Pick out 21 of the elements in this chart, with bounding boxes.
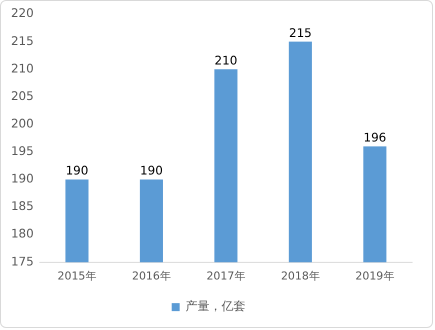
legend-label: 产量，亿套 — [186, 299, 246, 314]
y-tick-label: 180 — [10, 226, 34, 241]
x-tick-label: 2016年 — [132, 270, 171, 283]
y-tick-label: 185 — [10, 199, 34, 214]
y-tick-label: 215 — [10, 34, 34, 48]
y-tick-label: 205 — [10, 88, 34, 103]
data-label: 210 — [214, 53, 238, 68]
data-label: 190 — [140, 164, 163, 178]
y-tick-label: 220 — [10, 6, 34, 20]
x-tick-label: 2018年 — [280, 270, 320, 283]
x-tick-label: 2017年 — [206, 270, 246, 283]
y-tick-label: 195 — [10, 144, 34, 158]
x-tick-label: 2019年 — [355, 270, 394, 283]
data-label: 215 — [288, 26, 312, 40]
y-tick-label: 200 — [10, 116, 34, 130]
data-label: 190 — [66, 164, 88, 178]
data-label: 196 — [363, 130, 386, 145]
y-tick-label: 210 — [10, 61, 34, 76]
y-tick-label: 190 — [10, 172, 34, 186]
y-tick-label: 175 — [10, 254, 34, 268]
x-tick-label: 2015年 — [58, 270, 96, 283]
